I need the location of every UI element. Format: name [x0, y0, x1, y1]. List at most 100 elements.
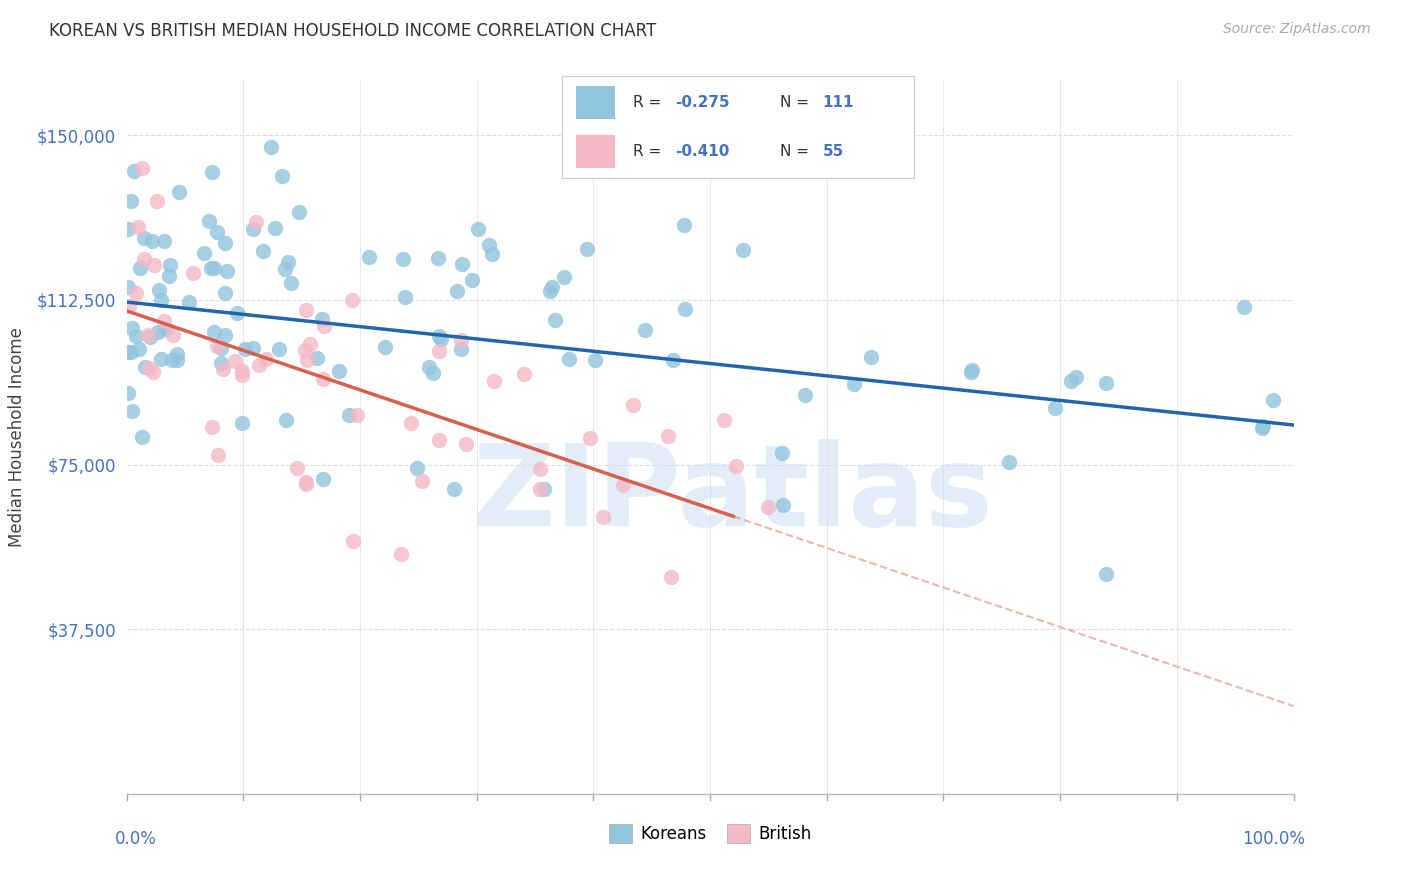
Point: [159, 259, 181, 273]
Point: [558, 351, 581, 366]
Point: [118, 299, 141, 313]
Point: [233, 342, 256, 356]
Point: [724, 459, 747, 474]
Point: [399, 416, 422, 430]
Text: 100.0%: 100.0%: [1241, 830, 1305, 847]
Point: [443, 482, 465, 496]
Point: [141, 366, 163, 380]
Point: [166, 347, 188, 361]
Point: [1095, 567, 1118, 582]
Point: [311, 311, 333, 326]
Point: [117, 221, 139, 235]
Point: [269, 342, 291, 356]
Point: [374, 340, 396, 354]
Point: [553, 270, 575, 285]
Point: [756, 500, 779, 514]
Point: [287, 204, 309, 219]
Point: [205, 338, 228, 352]
Point: [612, 478, 634, 492]
Point: [207, 225, 229, 239]
Point: [713, 413, 735, 427]
Point: [1233, 300, 1256, 314]
FancyBboxPatch shape: [576, 136, 616, 168]
Point: [340, 293, 363, 308]
Point: [260, 140, 283, 154]
Point: [662, 353, 685, 368]
Point: [1251, 418, 1274, 433]
Point: [214, 285, 236, 300]
Point: [121, 321, 143, 335]
Point: [312, 318, 335, 333]
Point: [411, 474, 433, 488]
Point: [121, 403, 143, 417]
Text: N =: N =: [780, 145, 814, 160]
Point: [772, 498, 794, 512]
Point: [125, 329, 148, 343]
Point: [274, 413, 297, 427]
Point: [427, 328, 450, 343]
FancyBboxPatch shape: [576, 87, 616, 119]
Point: [427, 251, 450, 265]
Point: [117, 279, 139, 293]
Point: [392, 252, 415, 266]
Point: [134, 359, 156, 374]
Point: [673, 301, 696, 316]
Point: [231, 368, 253, 382]
Point: [139, 330, 162, 344]
Point: [328, 364, 350, 378]
Point: [456, 437, 478, 451]
Point: [1043, 401, 1066, 415]
Point: [427, 343, 450, 358]
Point: [254, 351, 277, 366]
Point: [450, 342, 472, 356]
Point: [659, 570, 682, 584]
Point: [152, 314, 174, 328]
Point: [128, 342, 150, 356]
Point: [1064, 369, 1087, 384]
Point: [446, 284, 468, 298]
Point: [484, 374, 506, 388]
Point: [634, 323, 657, 337]
Text: 0.0%: 0.0%: [115, 830, 156, 847]
Point: [461, 273, 484, 287]
Point: [245, 215, 267, 229]
Point: [242, 222, 264, 236]
Point: [131, 430, 153, 444]
Point: [212, 362, 235, 376]
Point: [193, 245, 215, 260]
Point: [337, 408, 360, 422]
Point: [295, 475, 318, 490]
Point: [231, 416, 253, 430]
Point: [149, 351, 172, 366]
Point: [481, 246, 503, 260]
Text: R =: R =: [633, 145, 666, 160]
Text: ZIPatlas: ZIPatlas: [472, 439, 994, 549]
Point: [294, 477, 316, 491]
Point: [389, 547, 412, 561]
Point: [162, 327, 184, 342]
Text: R =: R =: [633, 95, 666, 110]
Point: [346, 408, 368, 422]
Point: [544, 313, 567, 327]
Point: [294, 303, 316, 318]
Point: [394, 290, 416, 304]
Point: [145, 194, 167, 208]
Point: [450, 333, 472, 347]
Text: N =: N =: [780, 95, 814, 110]
Point: [1094, 376, 1116, 391]
Point: [860, 350, 883, 364]
Point: [422, 367, 444, 381]
Point: [252, 244, 274, 258]
Point: [406, 460, 429, 475]
Point: [529, 462, 551, 476]
Point: [148, 325, 170, 339]
Legend: Koreans, British: Koreans, British: [602, 818, 818, 850]
Point: [513, 367, 536, 381]
Point: [359, 250, 381, 264]
Point: [138, 360, 160, 375]
Point: [295, 353, 318, 368]
Point: [200, 419, 222, 434]
Point: [231, 364, 253, 378]
Point: [207, 448, 229, 462]
Point: [150, 293, 173, 308]
